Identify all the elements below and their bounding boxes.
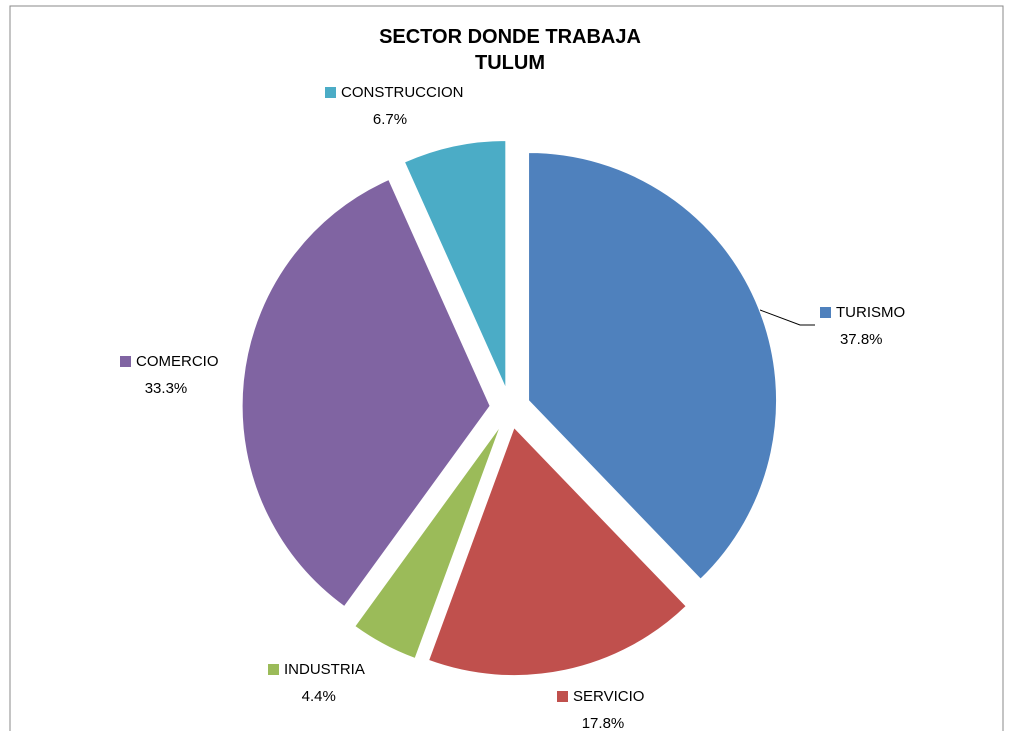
slice-label: CONSTRUCCION — [341, 84, 464, 101]
legend-swatch — [325, 87, 336, 98]
title-box: SECTOR DONDE TRABAJA TULUM — [379, 26, 641, 74]
slice-label: SERVICIO — [573, 688, 644, 705]
slice-label: INDUSTRIA — [284, 661, 365, 678]
pie-slice — [354, 425, 502, 660]
slice-label: COMERCIO — [136, 353, 219, 370]
legend-swatch — [268, 664, 279, 675]
chart-title: SECTOR DONDE TRABAJA TULUM — [379, 26, 641, 74]
legend-swatch — [820, 307, 831, 318]
slice-value-label: 4.4% — [302, 688, 336, 705]
legend-swatch — [557, 691, 568, 702]
pie-slice — [428, 426, 687, 677]
slice-value-label: 37.8% — [840, 331, 883, 348]
pie-slice — [528, 152, 778, 580]
slice-label: TURISMO — [836, 304, 905, 321]
legend-swatch — [120, 356, 131, 367]
slice-value-label: 6.7% — [373, 111, 407, 128]
leader-line — [759, 309, 815, 326]
slice-value-label: 17.8% — [582, 715, 625, 731]
pie-slice — [241, 178, 491, 608]
pie-slice — [403, 139, 507, 389]
slice-value-label: 33.3% — [145, 380, 188, 397]
